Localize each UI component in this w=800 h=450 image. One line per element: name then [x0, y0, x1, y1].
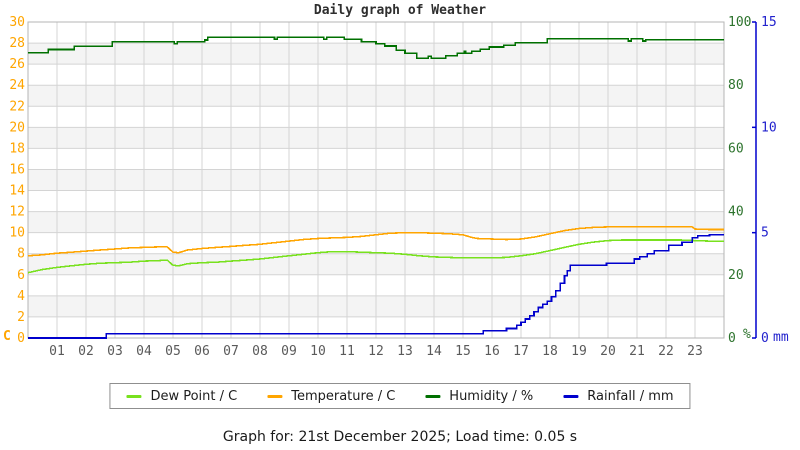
axis-tick-label: 40: [728, 205, 744, 220]
x-axis-hour-label: 04: [136, 344, 152, 359]
axis-tick-label: 14: [9, 184, 25, 199]
chart-legend: Dew Point / C Temperature / C Humidity / %…: [109, 383, 691, 409]
axis-tick-label: 8: [17, 247, 25, 262]
axis-tick-label: 80: [728, 78, 744, 93]
axis-tick-label: 0: [761, 331, 769, 346]
legend-label-rainfall-mm: Rainfall / mm: [587, 388, 674, 404]
axis-tick-label: 60: [728, 141, 744, 156]
axis-tick-label: 16: [9, 162, 25, 177]
series-line-rainfall-mm: [28, 234, 724, 339]
axis-tick-label: 6: [17, 268, 25, 283]
x-axis-hour-label: 06: [194, 344, 210, 359]
x-axis-hour-label: 13: [397, 344, 413, 359]
x-axis-hour-label: 21: [629, 344, 645, 359]
legend-swatch-rainfall-mm: [563, 394, 579, 398]
legend-swatch-temperature-c: [267, 394, 283, 398]
axis-tick-label: 0: [17, 331, 25, 346]
x-axis-hour-label: 19: [571, 344, 587, 359]
x-axis-hour-label: 22: [658, 344, 674, 359]
legend-item-temperature-c: Temperature / C: [267, 389, 395, 404]
axis-tick-label: 30: [9, 15, 25, 30]
left-axis-unit: C: [3, 329, 11, 344]
axis-tick-label: 20: [9, 120, 25, 135]
axis-tick-label: 100: [728, 15, 751, 30]
x-axis-hour-label: 14: [426, 344, 442, 359]
legend-item-humidity: Humidity / %: [425, 389, 533, 404]
axis-tick-label: 12: [9, 205, 25, 220]
x-axis-hour-label: 08: [252, 344, 268, 359]
axis-tick-label: 10: [761, 120, 777, 135]
axis-tick-label: 0: [728, 331, 736, 346]
series-line-dew-point-c: [27, 239, 724, 274]
graph-footer: Graph for: 21st December 2025; Load time…: [222, 429, 578, 445]
axis-tick-label: 24: [9, 78, 25, 93]
x-axis-hour-label: 12: [368, 344, 384, 359]
x-axis-hour-label: 17: [513, 344, 529, 359]
axis-tick-label: 20: [728, 268, 744, 283]
axis-tick-label: 18: [9, 141, 25, 156]
x-axis-hour-label: 18: [542, 344, 558, 359]
x-axis-hour-label: 16: [484, 344, 500, 359]
legend-swatch-humidity: [425, 394, 441, 398]
axis-tick-label: 26: [9, 57, 25, 72]
axis-tick-label: 5: [761, 226, 769, 241]
x-axis-hour-label: 03: [107, 344, 123, 359]
legend-label-humidity: Humidity / %: [449, 388, 534, 404]
series-line-humidity: [28, 36, 724, 60]
legend-item-dew-point-c: Dew Point / C: [126, 389, 237, 404]
chart-title: Daily graph of Weather: [313, 3, 487, 18]
rain-axis-unit: mm: [773, 330, 789, 345]
x-axis-hour-label: 02: [78, 344, 94, 359]
x-axis-hour-label: 23: [687, 344, 703, 359]
series-line-temperature-c: [27, 226, 724, 257]
axis-tick-label: 4: [17, 289, 25, 304]
x-axis-hour-label: 09: [281, 344, 297, 359]
x-axis-hour-label: 07: [223, 344, 239, 359]
legend-swatch-dew-point-c: [126, 394, 142, 398]
x-axis-hour-label: 20: [600, 344, 616, 359]
axis-tick-label: 22: [9, 99, 25, 114]
axis-tick-label: 2: [17, 310, 25, 325]
x-axis-hour-label: 15: [455, 344, 471, 359]
legend-label-temperature-c: Temperature / C: [291, 388, 396, 404]
humidity-axis-unit: %: [743, 327, 751, 342]
axis-tick-label: 15: [761, 15, 777, 30]
x-axis-hour-label: 01: [49, 344, 65, 359]
axis-tick-label: 10: [9, 226, 25, 241]
x-axis-hour-label: 11: [339, 344, 355, 359]
legend-item-rainfall-mm: Rainfall / mm: [563, 388, 674, 404]
x-axis-hour-label: 10: [310, 344, 326, 359]
plot-border: [27, 21, 725, 339]
legend-label-dew-point-c: Dew Point / C: [150, 388, 238, 404]
x-axis-hour-label: 05: [165, 344, 181, 359]
axis-tick-label: 28: [9, 36, 25, 51]
